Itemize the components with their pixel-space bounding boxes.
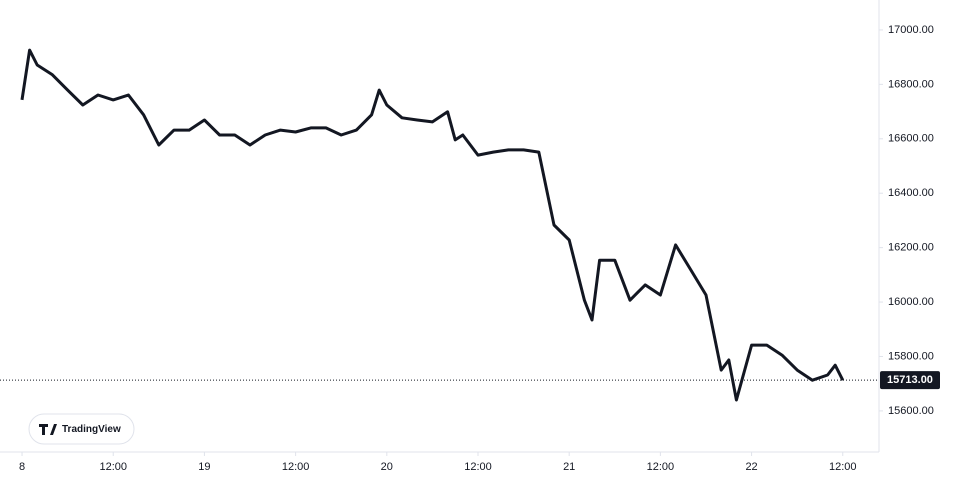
x-tick-label: 12:00 — [464, 461, 492, 473]
x-tick-label: 12:00 — [829, 461, 857, 473]
x-tick-label: 8 — [19, 461, 25, 473]
y-tick-label: 16800.00 — [888, 78, 934, 90]
x-tick-label: 19 — [198, 461, 210, 473]
last-price-label: 15713.00 — [887, 374, 933, 386]
x-tick-label: 12:00 — [282, 461, 310, 473]
x-tick-label: 20 — [381, 461, 393, 473]
x-tick-label: 22 — [745, 461, 757, 473]
last-price-box — [880, 371, 940, 390]
y-tick-label: 16000.00 — [888, 296, 934, 308]
y-tick-label: 16400.00 — [888, 187, 934, 199]
badge-box — [28, 413, 135, 445]
y-tick-label: 15800.00 — [888, 350, 934, 362]
x-tick-label: 21 — [563, 461, 575, 473]
y-tick-label: 17000.00 — [888, 24, 934, 36]
price-line — [20, 48, 845, 402]
y-tick-label: 15600.00 — [888, 405, 934, 417]
badge-text: TradingView — [62, 424, 121, 435]
y-tick-label: 16200.00 — [888, 242, 934, 254]
badge-logo — [39, 424, 57, 435]
watermark-badge: TradingView — [28, 413, 135, 445]
x-tick-label: 12:00 — [99, 461, 127, 473]
y-tick-label: 16600.00 — [888, 133, 934, 145]
x-tick-label: 12:00 — [647, 461, 675, 473]
